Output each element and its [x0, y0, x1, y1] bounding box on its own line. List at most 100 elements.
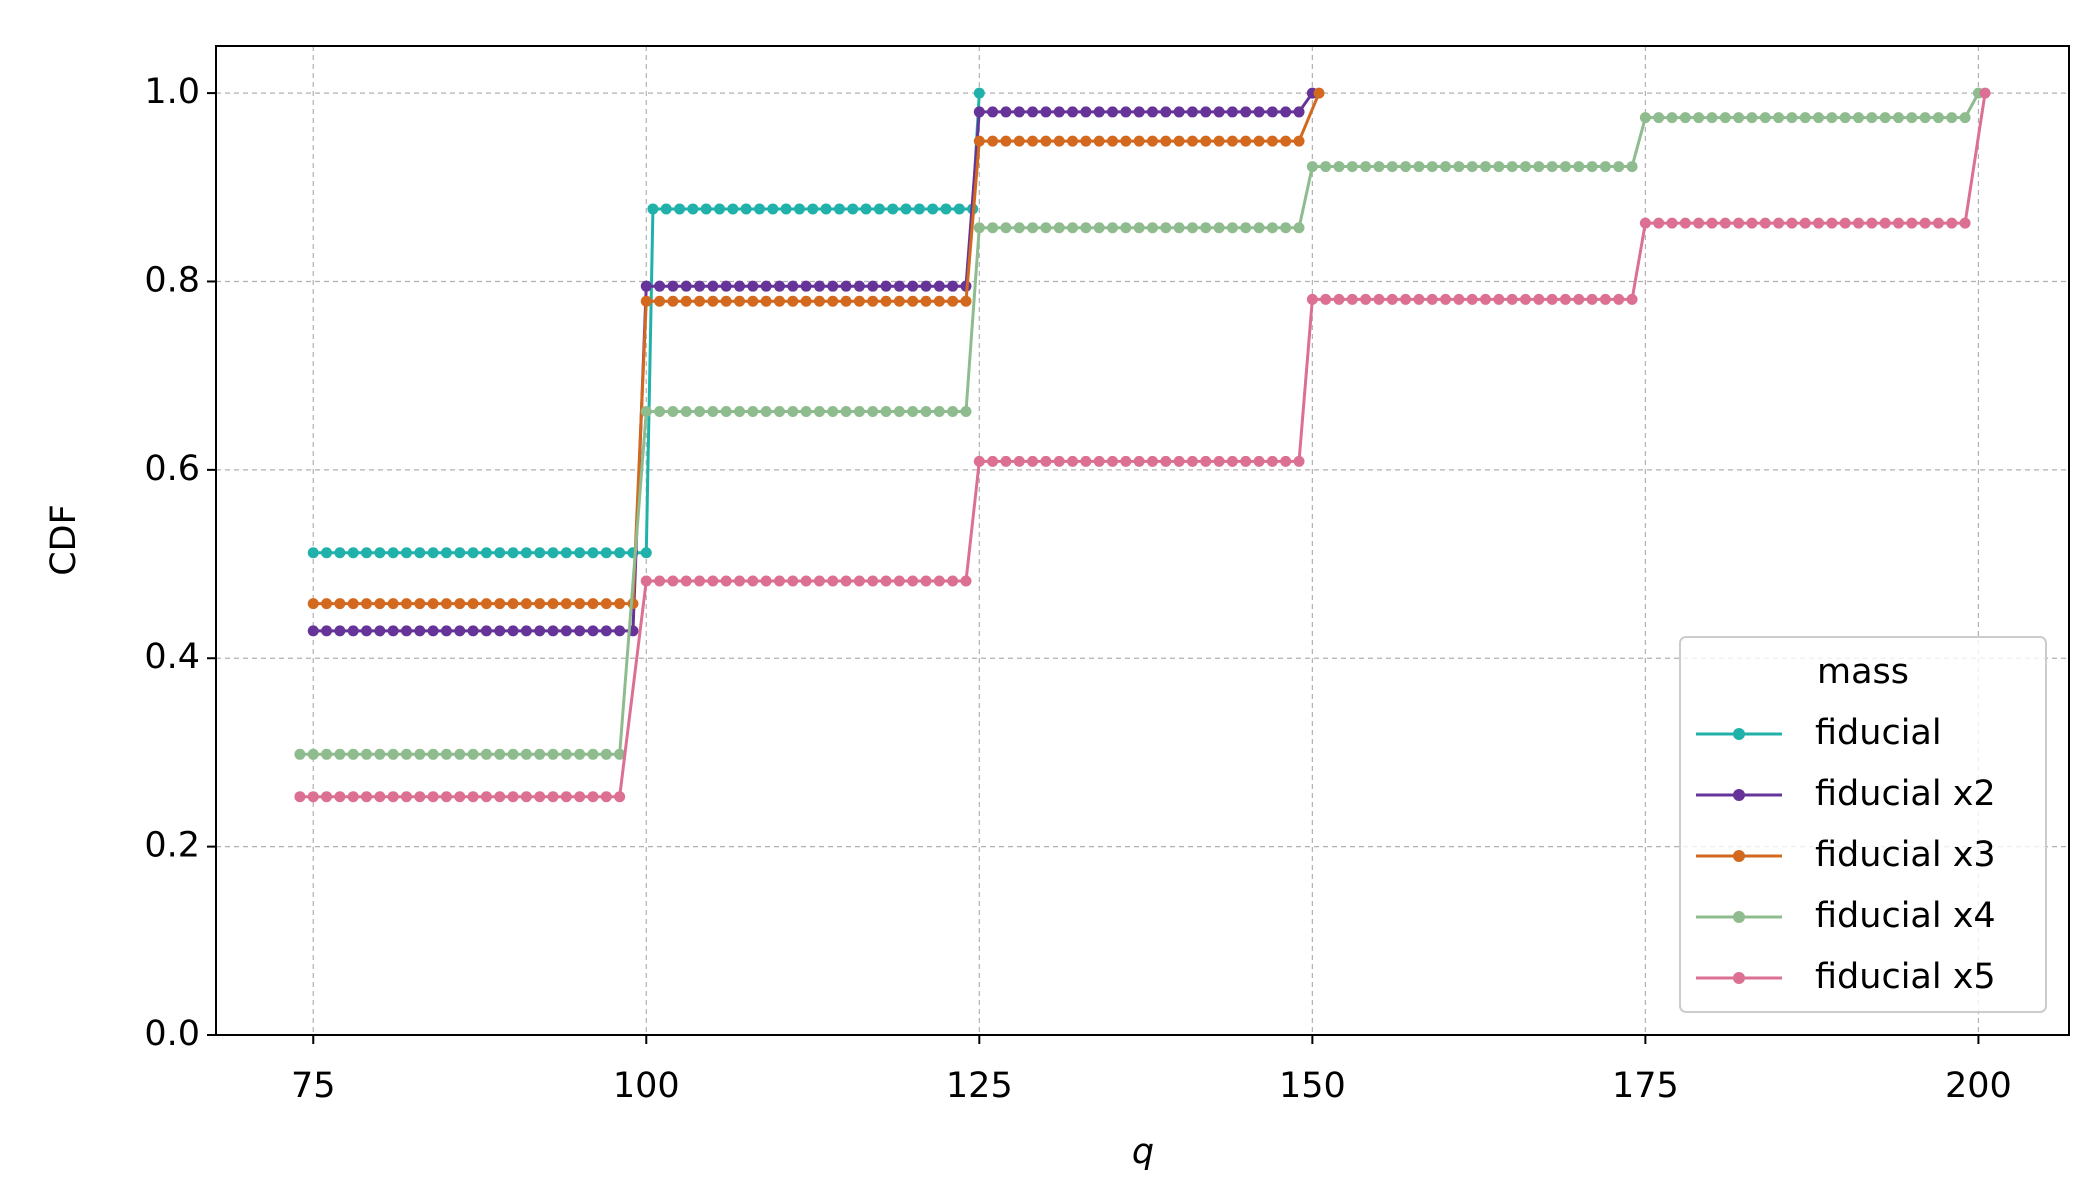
point	[1706, 112, 1718, 124]
point	[773, 280, 785, 292]
point	[454, 547, 466, 559]
point	[1067, 455, 1079, 467]
point	[321, 598, 333, 610]
point	[1746, 112, 1758, 124]
point	[1226, 222, 1238, 234]
point	[1480, 293, 1492, 305]
point	[427, 625, 439, 637]
point	[1067, 135, 1079, 147]
point	[1666, 112, 1678, 124]
point	[880, 295, 892, 307]
point	[440, 748, 452, 760]
point	[1293, 135, 1305, 147]
point	[1200, 455, 1212, 467]
point	[1107, 222, 1119, 234]
point	[1892, 112, 1904, 124]
point	[773, 575, 785, 587]
point	[747, 405, 759, 417]
point	[1666, 217, 1678, 229]
point	[907, 295, 919, 307]
point	[827, 280, 839, 292]
point	[1226, 106, 1238, 118]
point	[480, 791, 492, 803]
point	[927, 203, 939, 215]
point	[707, 405, 719, 417]
point	[1853, 217, 1865, 229]
point	[347, 791, 359, 803]
point	[547, 625, 559, 637]
point	[427, 791, 439, 803]
point	[480, 625, 492, 637]
point	[1080, 222, 1092, 234]
legend-box	[1679, 636, 2047, 1013]
point	[953, 203, 965, 215]
point	[1559, 293, 1571, 305]
legend-marker	[1733, 850, 1745, 862]
point	[1226, 135, 1238, 147]
point	[1506, 293, 1518, 305]
point	[534, 625, 546, 637]
point	[747, 575, 759, 587]
point	[1146, 135, 1158, 147]
point	[334, 748, 346, 760]
point	[507, 625, 519, 637]
point	[520, 598, 532, 610]
point	[534, 547, 546, 559]
point	[1426, 293, 1438, 305]
legend-marker	[1733, 972, 1745, 984]
point	[400, 598, 412, 610]
point	[361, 625, 373, 637]
point	[907, 280, 919, 292]
point	[920, 295, 932, 307]
point	[1466, 161, 1478, 173]
point	[547, 791, 559, 803]
point	[787, 295, 799, 307]
y-tick-label: 1.0	[144, 72, 200, 112]
point	[1173, 455, 1185, 467]
point	[361, 547, 373, 559]
point	[361, 598, 373, 610]
point	[387, 748, 399, 760]
point	[1053, 455, 1065, 467]
point	[1813, 112, 1825, 124]
point	[973, 222, 985, 234]
point	[847, 203, 859, 215]
point	[294, 748, 306, 760]
point	[1133, 455, 1145, 467]
point	[734, 295, 746, 307]
point	[307, 547, 319, 559]
point	[1586, 161, 1598, 173]
point	[400, 547, 412, 559]
point	[374, 598, 386, 610]
point	[907, 575, 919, 587]
plot-frame	[215, 45, 2070, 1036]
point	[560, 625, 572, 637]
point	[694, 280, 706, 292]
point	[1253, 455, 1265, 467]
legend-label: fiducial x3	[1815, 835, 1996, 875]
point	[600, 547, 612, 559]
point	[1120, 106, 1132, 118]
legend-label: fiducial	[1815, 713, 1942, 753]
point	[347, 625, 359, 637]
point	[1573, 293, 1585, 305]
point	[1266, 135, 1278, 147]
point	[793, 203, 805, 215]
point	[574, 791, 586, 803]
point	[321, 791, 333, 803]
point	[887, 203, 899, 215]
point	[1533, 161, 1545, 173]
point	[1173, 222, 1185, 234]
point	[1892, 217, 1904, 229]
point	[960, 295, 972, 307]
point	[1773, 217, 1785, 229]
point	[1626, 293, 1638, 305]
point	[640, 405, 652, 417]
point	[1013, 135, 1025, 147]
point	[1306, 161, 1318, 173]
point	[1866, 217, 1878, 229]
point	[860, 203, 872, 215]
point	[1346, 293, 1358, 305]
point	[520, 791, 532, 803]
